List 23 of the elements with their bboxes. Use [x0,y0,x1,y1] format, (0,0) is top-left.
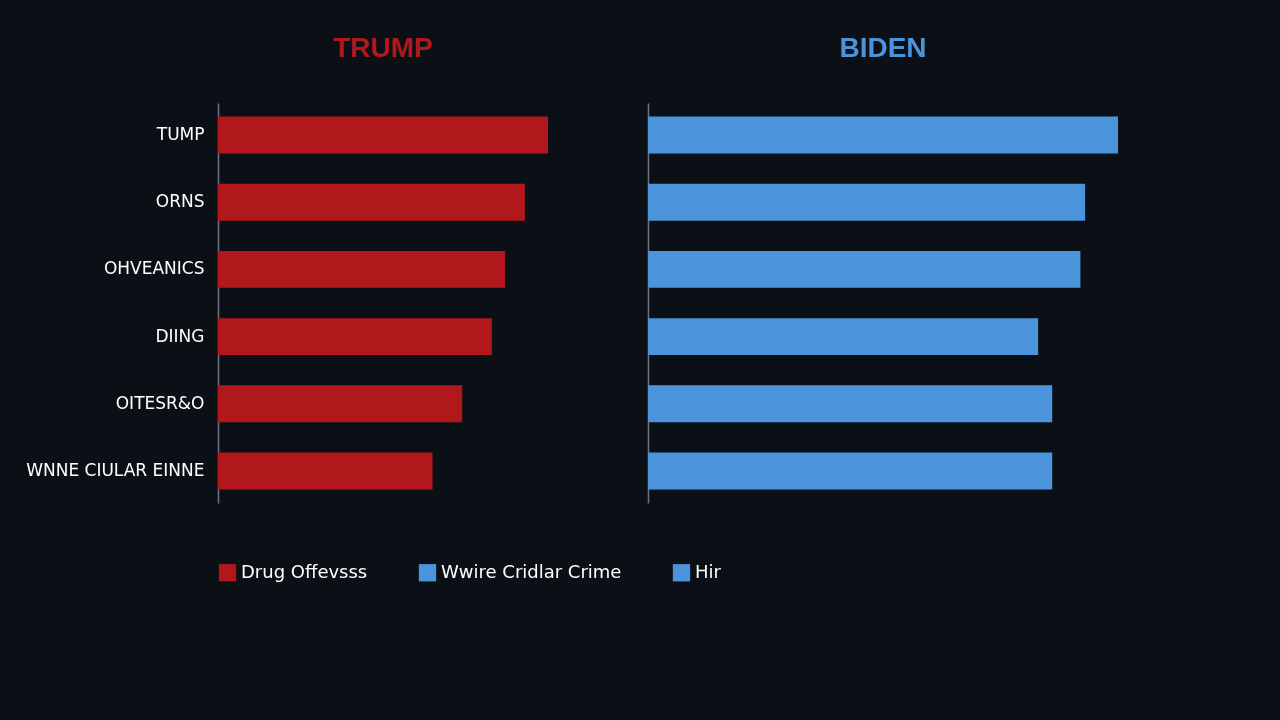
bar [218,385,463,423]
y-tick-label: OHVEANICS [103,258,205,279]
chart-title: BIDEN [839,32,927,63]
bar [648,250,1081,288]
bar [218,183,525,221]
bar [218,452,433,490]
y-tick-label: WNNE CIULAR EINNE [26,460,205,481]
bar [648,452,1053,490]
bar [218,116,548,154]
legend-label: Drug Offevsss [241,560,368,582]
bar [648,116,1118,154]
bar [648,183,1086,221]
y-tick-label: ORNS [155,191,205,212]
bar [648,385,1053,423]
y-tick-label: OITESR&O [115,392,205,413]
bar [648,318,1039,356]
y-tick-label: DIING [155,325,205,346]
text: Hir [695,560,722,582]
bar [218,250,506,288]
chart-title: TRUMP [333,32,433,63]
y-tick-label: TUMP [155,123,205,144]
legend-label: Wwire Cridlar Crime [441,560,622,582]
bar [218,318,492,356]
